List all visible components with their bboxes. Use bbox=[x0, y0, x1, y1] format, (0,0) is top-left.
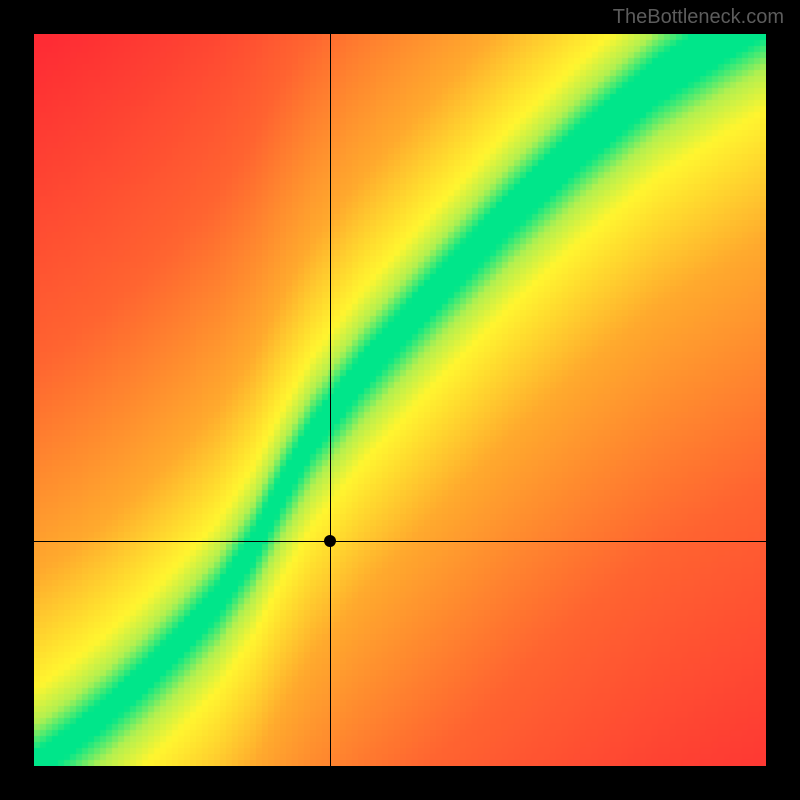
watermark-text: TheBottleneck.com bbox=[613, 6, 784, 29]
crosshair-vertical bbox=[330, 34, 331, 766]
heatmap-canvas bbox=[34, 34, 766, 766]
data-point-marker bbox=[324, 535, 336, 547]
crosshair-horizontal bbox=[34, 541, 766, 542]
chart-container: TheBottleneck.com bbox=[0, 0, 800, 800]
plot-area bbox=[34, 34, 766, 766]
